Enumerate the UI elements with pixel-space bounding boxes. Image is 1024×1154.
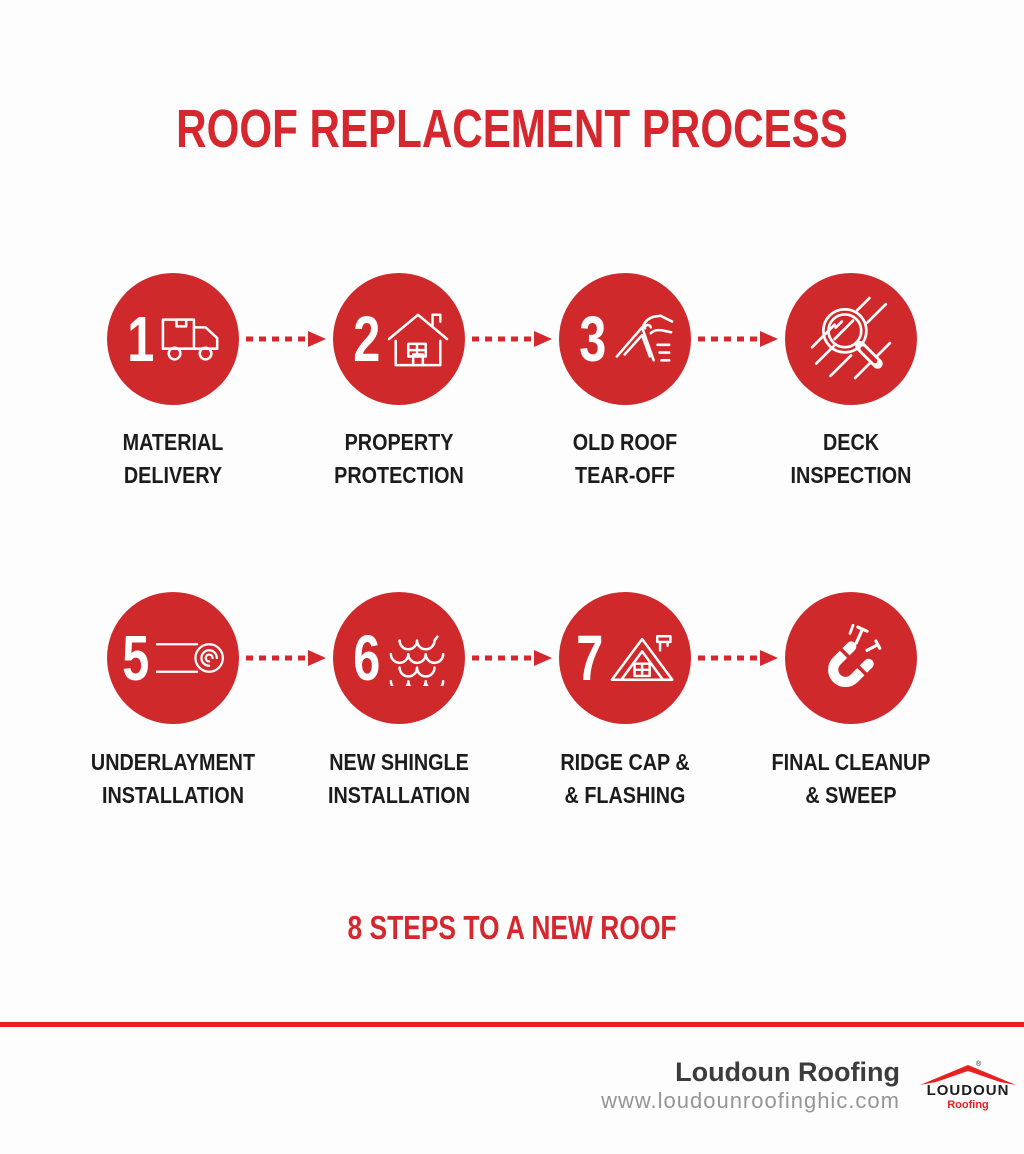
step-5-label: UNDERLAYMENT INSTALLATION (90, 749, 256, 808)
step-7-circle: 7 (559, 592, 691, 724)
loudoun-roofing-logo: ® LOUDOUN Roofing (920, 1060, 1016, 1111)
step-1-circle: 1 (107, 273, 239, 405)
arrow-step1-step2 (246, 331, 326, 347)
step-4-label: DECK INSPECTION (790, 429, 912, 488)
arrow-step5-step6 (246, 650, 326, 666)
step-3-number: 3 (578, 303, 607, 375)
footer-text: Loudoun Roofing www.loudounroofinghic.co… (601, 1056, 900, 1115)
labels-row-2: UNDERLAYMENT INSTALLATION NEW SHINGLE INST… (60, 746, 964, 811)
labels-row-1: MATERIAL DELIVERY PROPERTY PROTECTION OLD … (60, 426, 964, 491)
arrow-step2-step3 (472, 331, 552, 347)
magnifying-glass-icon (810, 296, 892, 380)
step-2-label: PROPERTY PROTECTION (334, 429, 464, 488)
roof-ridge-icon (610, 635, 674, 681)
step-4-circle (785, 273, 917, 405)
step-3-label: OLD ROOF TEAR-OFF (572, 429, 678, 488)
step-7-number: 7 (575, 622, 604, 694)
arrow-step3-step4 (698, 331, 778, 347)
tear-off-hand-icon (615, 314, 674, 362)
shingles-icon (389, 635, 445, 686)
step-6: 6 (286, 592, 512, 724)
logo-subtext: Roofing (947, 1099, 989, 1111)
step-1-number: 1 (126, 303, 155, 375)
step-8-label: FINAL CLEANUP & SWEEP (771, 749, 931, 808)
magnet-icon (828, 623, 882, 688)
step-8-circle (785, 592, 917, 724)
truck-icon (161, 318, 219, 361)
website-url: www.loudounroofinghic.com (601, 1088, 900, 1114)
subtitle: 8 STEPS TO A NEW ROOF (347, 909, 677, 946)
underlayment-roll-icon (156, 643, 225, 673)
step-5: 5 (60, 592, 286, 724)
step-6-label: NEW SHINGLE INSTALLATION (327, 749, 471, 808)
step-2: 2 (286, 273, 512, 405)
step-1-label: MATERIAL DELIVERY (122, 429, 224, 488)
page-title: ROOF REPLACEMENT PROCESS (176, 99, 848, 159)
company-name: Loudoun Roofing (675, 1057, 900, 1087)
step-5-number: 5 (121, 622, 150, 694)
step-5-circle: 5 (107, 592, 239, 724)
step-3: 3 (512, 273, 738, 405)
step-6-circle: 6 (333, 592, 465, 724)
red-divider-line (0, 1022, 1024, 1027)
step-1: 1 (60, 273, 286, 405)
steps-row-2: 5 6 7 (60, 592, 964, 724)
logo-registered-mark: ® (976, 1060, 982, 1068)
step-7-label: RIDGE CAP & & FLASHING (560, 749, 690, 808)
step-7: 7 (512, 592, 738, 724)
step-2-number: 2 (352, 303, 381, 375)
step-8 (738, 592, 964, 724)
step-6-number: 6 (352, 622, 381, 694)
step-3-circle: 3 (559, 273, 691, 405)
house-icon (387, 313, 449, 367)
arrow-step7-step8 (698, 650, 778, 666)
steps-row-1: 1 2 (60, 273, 964, 405)
logo-text: LOUDOUN (927, 1082, 1010, 1099)
step-2-circle: 2 (333, 273, 465, 405)
step-4 (738, 273, 964, 405)
arrow-step6-step7 (472, 650, 552, 666)
footer: Loudoun Roofing www.loudounroofinghic.co… (601, 1056, 1018, 1115)
